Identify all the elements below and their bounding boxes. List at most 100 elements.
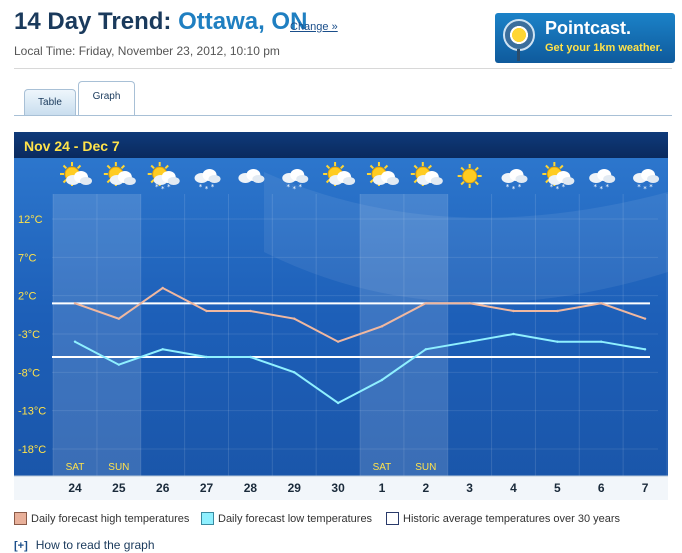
map-pin-icon	[503, 19, 535, 51]
high-temperature-point	[293, 317, 296, 320]
header-divider	[14, 68, 672, 69]
change-location-link[interactable]: Change »	[290, 21, 338, 33]
high-temperature-point	[249, 309, 252, 313]
low-temperature-point	[293, 371, 296, 374]
svg-text:*: *	[287, 183, 291, 191]
svg-text:*: *	[556, 185, 560, 193]
weather-icon-sun-cloud	[323, 162, 356, 186]
weekday-label: SAT	[66, 462, 85, 473]
weather-icon-snow-cloud: * * *	[633, 169, 660, 193]
svg-text:*: *	[293, 185, 297, 193]
weather-icon-sun-cloud	[366, 162, 399, 186]
low-temperature-point	[205, 355, 208, 359]
svg-text:*: *	[167, 183, 171, 191]
weather-icon-sun-cloud	[103, 162, 136, 186]
tab-underline	[14, 115, 672, 116]
high-temperature-point	[336, 340, 340, 343]
x-tick-label: 25	[112, 481, 126, 495]
weather-icon-sun	[457, 164, 482, 188]
x-tick-label: 2	[422, 481, 429, 495]
x-tick-label: 29	[288, 481, 302, 495]
svg-text:*: *	[205, 185, 209, 193]
low-temperature-point	[600, 340, 603, 343]
weekday-label: SUN	[108, 462, 129, 473]
x-axis-band	[14, 476, 668, 500]
svg-text:*: *	[518, 183, 522, 191]
weather-icon-snow-cloud: * * *	[282, 169, 309, 193]
x-tick-label: 5	[554, 481, 561, 495]
legend-high-label: Daily forecast high temperatures	[31, 512, 190, 525]
low-temperature-point	[380, 378, 384, 382]
weekday-label: SUN	[415, 462, 436, 473]
title-prefix: 14 Day Trend:	[14, 8, 172, 35]
legend-average: Historic average temperatures over 30 ye…	[386, 512, 620, 525]
weekend-band	[96, 194, 141, 476]
high-temperature-point	[73, 302, 77, 305]
legend-low: Daily forecast low temperatures	[201, 512, 372, 525]
weekend-band	[360, 194, 404, 476]
x-tick-label: 24	[68, 481, 82, 495]
local-time: Local Time: Friday, November 23, 2012, 1…	[14, 44, 280, 58]
legend-high: Daily forecast high temperatures	[14, 512, 189, 525]
pointcast-ad[interactable]: Pointcast. Get your 1km weather.	[495, 13, 675, 63]
high-temperature-point	[424, 302, 427, 305]
low-temperature-point	[161, 348, 164, 351]
location-name: Ottawa, ON	[178, 8, 308, 35]
weekend-band	[53, 194, 97, 476]
y-tick-label: 12°C	[18, 214, 43, 226]
trend-chart: Nov 24 - Dec 7 12°C 7°C 2°C -3°C -8°C -13°C -18…	[14, 132, 668, 500]
low-temperature-line	[74, 332, 646, 405]
map-pin-stem	[517, 49, 520, 61]
low-temperature-point	[249, 355, 252, 359]
svg-text:*: *	[605, 183, 609, 191]
page-title: 14 Day Trend: Ottawa, ON	[14, 8, 307, 36]
expand-icon: [+]	[14, 540, 28, 552]
x-tick-label: 7	[642, 481, 649, 495]
how-to-read-label: How to read the graph	[35, 538, 155, 552]
weekday-label: SAT	[373, 462, 392, 473]
low-temperature-point	[336, 401, 340, 405]
high-temperature-point	[643, 317, 647, 320]
svg-text:*: *	[211, 183, 215, 191]
svg-text:*: *	[512, 185, 516, 193]
low-temperature-point	[643, 348, 647, 351]
high-temperature-point	[600, 302, 603, 305]
chart-header-band	[14, 132, 668, 158]
high-temperature-line	[74, 286, 646, 343]
high-temperature-point	[380, 325, 384, 328]
weather-icon-snow-sun: * * *	[542, 162, 575, 193]
high-temperature-point	[512, 309, 515, 313]
tab-graph[interactable]: Graph	[78, 81, 135, 115]
weekend-band	[403, 194, 448, 476]
svg-text:*: *	[593, 183, 597, 191]
low-temperature-point	[556, 340, 559, 343]
weather-icon-snow-cloud: * * *	[589, 169, 616, 193]
chart-title: Nov 24 - Dec 7	[24, 138, 120, 154]
tab-table[interactable]: Table	[24, 89, 76, 116]
weather-icon-sun-cloud	[410, 162, 443, 186]
svg-text:*: *	[649, 183, 653, 191]
weather-icon-cloud	[238, 169, 265, 183]
low-temperature-point	[424, 348, 427, 351]
svg-text:*: *	[506, 183, 510, 191]
x-tick-label: 26	[156, 481, 170, 495]
legend-average-label: Historic average temperatures over 30 ye…	[403, 512, 621, 525]
high-temperature-point	[117, 317, 121, 320]
weather-icon-snow-sun: * * *	[147, 162, 180, 193]
x-tick-label: 3	[466, 481, 473, 495]
svg-text:*: *	[199, 183, 203, 191]
svg-text:*: *	[550, 183, 554, 191]
how-to-read-link[interactable]: [+] How to read the graph	[14, 538, 155, 552]
legend-low-swatch	[201, 512, 214, 525]
x-tick-label: 30	[331, 481, 345, 495]
weather-icon-snow-cloud: * * *	[501, 169, 528, 193]
x-tick-label: 28	[244, 481, 258, 495]
legend-high-swatch	[14, 512, 27, 525]
high-temperature-point	[468, 302, 471, 305]
high-temperature-point	[161, 286, 164, 290]
x-tick-label: 1	[379, 481, 386, 495]
svg-text:*: *	[562, 183, 566, 191]
svg-text:*: *	[643, 185, 647, 193]
high-temperature-point	[556, 309, 559, 313]
x-tick-label: 27	[200, 481, 214, 495]
